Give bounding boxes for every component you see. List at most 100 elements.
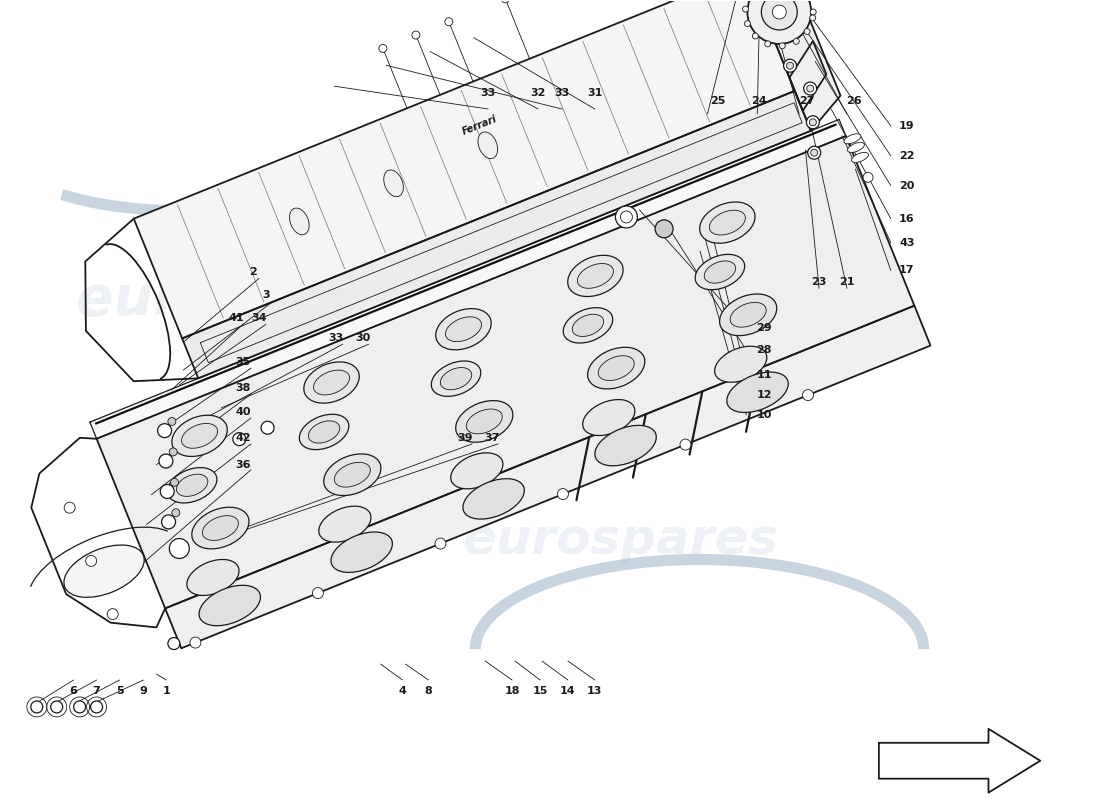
Text: 34: 34: [251, 314, 267, 323]
Circle shape: [90, 701, 102, 713]
Circle shape: [783, 59, 796, 72]
Circle shape: [806, 85, 814, 92]
Circle shape: [233, 433, 245, 446]
Text: 19: 19: [899, 121, 914, 131]
Text: 8: 8: [425, 686, 432, 696]
Circle shape: [747, 0, 811, 44]
Circle shape: [172, 509, 179, 517]
Circle shape: [803, 390, 814, 401]
Ellipse shape: [719, 294, 777, 336]
Ellipse shape: [715, 346, 767, 382]
Text: 25: 25: [710, 96, 725, 106]
Ellipse shape: [172, 415, 228, 457]
Ellipse shape: [191, 507, 249, 549]
Text: 28: 28: [757, 345, 772, 355]
Text: 18: 18: [505, 686, 520, 696]
Ellipse shape: [730, 302, 767, 327]
Ellipse shape: [331, 532, 393, 573]
Text: 33: 33: [328, 334, 343, 343]
Circle shape: [86, 555, 97, 566]
Circle shape: [161, 485, 174, 498]
Text: 38: 38: [235, 383, 251, 393]
Ellipse shape: [851, 153, 868, 162]
Ellipse shape: [299, 414, 349, 450]
Circle shape: [411, 31, 420, 39]
Text: 20: 20: [899, 181, 914, 190]
Circle shape: [162, 515, 176, 529]
Circle shape: [168, 638, 180, 650]
Text: 43: 43: [899, 238, 914, 247]
Text: 37: 37: [484, 433, 499, 443]
Text: 32: 32: [530, 88, 546, 98]
Circle shape: [745, 21, 750, 26]
Polygon shape: [90, 119, 846, 438]
Text: 1: 1: [163, 686, 170, 696]
Ellipse shape: [700, 202, 755, 243]
Ellipse shape: [64, 545, 144, 598]
Ellipse shape: [455, 401, 513, 442]
Circle shape: [378, 44, 387, 52]
Text: 15: 15: [532, 686, 548, 696]
Circle shape: [864, 172, 873, 182]
Text: 39: 39: [458, 433, 473, 443]
Text: 11: 11: [757, 370, 772, 380]
Ellipse shape: [436, 309, 492, 350]
Ellipse shape: [478, 132, 497, 158]
Circle shape: [807, 146, 821, 159]
Text: 22: 22: [899, 151, 914, 161]
Text: 13: 13: [587, 686, 603, 696]
Ellipse shape: [463, 478, 525, 519]
Circle shape: [558, 489, 569, 499]
Circle shape: [793, 38, 800, 44]
Text: 3: 3: [262, 290, 270, 300]
Ellipse shape: [583, 399, 635, 435]
Ellipse shape: [710, 210, 746, 235]
Text: 26: 26: [846, 96, 861, 106]
Circle shape: [169, 538, 189, 558]
Ellipse shape: [572, 314, 604, 337]
Ellipse shape: [446, 317, 482, 342]
Text: 21: 21: [839, 278, 855, 287]
Ellipse shape: [323, 454, 381, 495]
Ellipse shape: [167, 467, 217, 503]
Ellipse shape: [727, 372, 789, 413]
Polygon shape: [134, 0, 794, 338]
Circle shape: [51, 701, 63, 713]
Circle shape: [811, 9, 816, 15]
Circle shape: [811, 150, 817, 156]
Text: 33: 33: [554, 88, 570, 98]
Text: 12: 12: [757, 390, 772, 400]
Text: 17: 17: [899, 266, 914, 275]
Ellipse shape: [595, 426, 657, 466]
Ellipse shape: [451, 453, 503, 489]
Circle shape: [261, 422, 274, 434]
Circle shape: [444, 18, 453, 26]
Circle shape: [804, 82, 816, 95]
Text: 40: 40: [235, 407, 251, 417]
Circle shape: [64, 502, 75, 513]
Circle shape: [804, 29, 810, 34]
Circle shape: [764, 41, 771, 47]
Ellipse shape: [578, 263, 614, 288]
Circle shape: [806, 116, 820, 129]
Ellipse shape: [202, 516, 239, 541]
Ellipse shape: [704, 261, 736, 283]
Ellipse shape: [440, 367, 472, 390]
Text: 30: 30: [355, 334, 371, 343]
Text: Ferrari: Ferrari: [461, 114, 498, 137]
Text: 33: 33: [481, 88, 496, 98]
Circle shape: [157, 424, 172, 438]
Text: 42: 42: [235, 433, 251, 443]
Circle shape: [615, 206, 637, 228]
Text: 29: 29: [757, 323, 772, 334]
Ellipse shape: [199, 586, 261, 626]
Circle shape: [680, 439, 691, 450]
Text: eurospares: eurospares: [462, 515, 778, 563]
Text: eurospares: eurospares: [76, 274, 427, 327]
Ellipse shape: [187, 559, 239, 595]
Text: 7: 7: [92, 686, 100, 696]
Ellipse shape: [334, 462, 371, 487]
Text: 24: 24: [751, 96, 767, 106]
Text: 27: 27: [800, 96, 815, 106]
Ellipse shape: [314, 370, 350, 395]
